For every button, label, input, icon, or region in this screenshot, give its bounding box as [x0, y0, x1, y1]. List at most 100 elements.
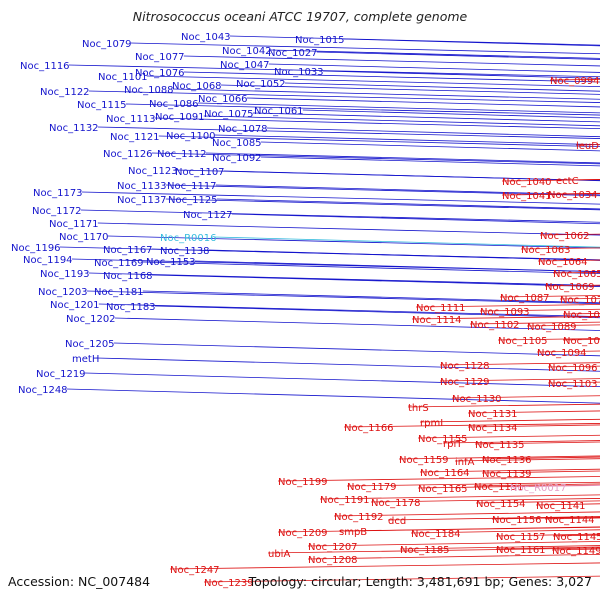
forward-gene-label[interactable]: Noc_1127	[183, 210, 233, 221]
forward-gene-label[interactable]: Noc_1047	[220, 60, 270, 71]
reverse-gene-label[interactable]: Noc_1062	[540, 231, 590, 242]
reverse-gene-label[interactable]: rpmI	[420, 418, 443, 429]
reverse-gene-label[interactable]: Noc_1090	[563, 336, 600, 347]
forward-gene-label[interactable]: Noc_1042	[222, 46, 272, 57]
reverse-gene-label[interactable]: leuD	[576, 141, 599, 152]
reverse-gene-label[interactable]: Noc_1040	[502, 177, 552, 188]
reverse-gene-label[interactable]: dcd	[388, 516, 406, 527]
forward-gene-label[interactable]: Noc_1194	[23, 255, 73, 266]
forward-gene-label[interactable]: Noc_1248	[18, 385, 68, 396]
reverse-gene-label[interactable]: Noc_1178	[371, 498, 421, 509]
forward-gene-label[interactable]: Noc_1172	[32, 206, 82, 217]
reverse-gene-label[interactable]: Noc_1208	[308, 555, 358, 566]
forward-gene-label[interactable]: Noc_1170	[59, 232, 109, 243]
forward-gene-label[interactable]: Noc_1101	[98, 72, 148, 83]
reverse-gene-label[interactable]: thrS	[408, 403, 429, 414]
reverse-gene-label[interactable]: Noc_1041	[502, 191, 552, 202]
reverse-gene-label[interactable]: Noc_1207	[308, 542, 358, 553]
reverse-gene-label[interactable]: Noc_1093	[480, 307, 530, 318]
reverse-gene-label[interactable]: Noc_1135	[475, 440, 525, 451]
reverse-gene-label[interactable]: Noc_1247	[170, 565, 220, 576]
reverse-gene-label[interactable]: Noc_1065	[553, 269, 600, 280]
forward-gene-label[interactable]: Noc_1086	[149, 99, 199, 110]
reverse-gene-label[interactable]: Noc_1094	[537, 348, 587, 359]
forward-gene-label[interactable]: Noc_1061	[254, 106, 304, 117]
reverse-gene-label[interactable]: Noc_1089	[527, 322, 577, 333]
forward-gene-label[interactable]: Noc_R0016	[160, 233, 217, 244]
forward-gene-label[interactable]: Noc_1203	[38, 287, 88, 298]
reverse-gene-label[interactable]: rplT	[443, 439, 463, 450]
reverse-gene-label[interactable]: Noc_1139	[482, 469, 532, 480]
forward-gene-label[interactable]: Noc_1173	[33, 188, 83, 199]
forward-gene-label[interactable]: Noc_1123	[128, 166, 178, 177]
forward-gene-label[interactable]: Noc_1202	[66, 314, 116, 325]
forward-gene-label[interactable]: Noc_1066	[198, 94, 248, 105]
reverse-gene-label[interactable]: infA	[455, 457, 475, 468]
reverse-gene-label[interactable]: Noc_1209	[278, 528, 328, 539]
reverse-gene-label[interactable]: Noc_1151	[474, 482, 524, 493]
forward-gene-label[interactable]: Noc_1126	[103, 149, 153, 160]
reverse-gene-label[interactable]: Noc_1154	[476, 499, 526, 510]
forward-gene-label[interactable]: Noc_1132	[49, 123, 99, 134]
forward-gene-label[interactable]: Noc_1116	[20, 61, 70, 72]
reverse-gene-label[interactable]: Noc_1185	[400, 545, 450, 556]
reverse-gene-label[interactable]: Noc_1166	[344, 423, 394, 434]
reverse-gene-label[interactable]: Noc_1087	[500, 293, 550, 304]
reverse-gene-label[interactable]: Noc_1179	[347, 482, 397, 493]
reverse-gene-label[interactable]: Noc_1141	[536, 501, 586, 512]
reverse-gene-label[interactable]: Noc_1074	[560, 295, 600, 306]
forward-gene-label[interactable]: Noc_1153	[146, 257, 196, 268]
reverse-gene-label[interactable]: ectC	[556, 176, 579, 187]
forward-gene-label[interactable]: Noc_1196	[11, 243, 61, 254]
forward-gene-label[interactable]: Noc_1133	[117, 181, 167, 192]
reverse-gene-label[interactable]: Noc_1165	[418, 484, 468, 495]
forward-gene-label[interactable]: Noc_1078	[218, 124, 268, 135]
forward-gene-label[interactable]: Noc_1169	[94, 258, 144, 269]
reverse-gene-label[interactable]: Noc_1157	[496, 532, 546, 543]
forward-gene-label[interactable]: Noc_1115	[77, 100, 127, 111]
reverse-gene-label[interactable]: Noc_1191	[320, 495, 370, 506]
reverse-gene-label[interactable]: Noc_1096	[548, 363, 598, 374]
forward-gene-label[interactable]: Noc_1113	[106, 114, 156, 125]
reverse-gene-label[interactable]: Noc_1128	[440, 361, 490, 372]
forward-gene-label[interactable]: Noc_1138	[160, 246, 210, 257]
forward-gene-label[interactable]: Noc_1168	[103, 271, 153, 282]
reverse-gene-label[interactable]: Noc_1156	[492, 515, 542, 526]
forward-gene-label[interactable]: Noc_1183	[106, 302, 156, 313]
reverse-gene-label[interactable]: Noc_1199	[278, 477, 328, 488]
forward-gene-label[interactable]: Noc_1193	[40, 269, 90, 280]
reverse-gene-label[interactable]: Noc_1164	[420, 468, 470, 479]
reverse-gene-label[interactable]: Noc_0994	[550, 76, 600, 87]
forward-gene-label[interactable]: Noc_1167	[103, 245, 153, 256]
reverse-gene-label[interactable]: Noc_1034	[548, 190, 598, 201]
reverse-gene-label[interactable]: ubiA	[268, 549, 290, 560]
forward-gene-label[interactable]: Noc_1076	[135, 68, 185, 79]
reverse-gene-label[interactable]: Noc_1159	[399, 455, 449, 466]
reverse-gene-label[interactable]: Noc_1080	[563, 310, 600, 321]
forward-gene-label[interactable]: Noc_1122	[40, 87, 90, 98]
forward-gene-label[interactable]: Noc_1121	[110, 132, 160, 143]
forward-gene-label[interactable]: Noc_1075	[204, 109, 254, 120]
reverse-gene-label[interactable]: Noc_1145	[553, 532, 600, 543]
reverse-gene-label[interactable]: Noc_1155	[418, 434, 468, 445]
forward-gene-label[interactable]: Noc_1033	[274, 67, 324, 78]
forward-gene-label[interactable]: Noc_1100	[166, 131, 216, 142]
reverse-gene-label[interactable]: Noc_1063	[521, 245, 571, 256]
forward-gene-label[interactable]: Noc_1107	[175, 167, 225, 178]
reverse-gene-label[interactable]: Noc_1136	[482, 455, 532, 466]
reverse-gene-label[interactable]: Noc_1114	[412, 315, 462, 326]
forward-gene-label[interactable]: Noc_1085	[212, 138, 262, 149]
reverse-gene-label[interactable]: Noc_1144	[545, 515, 595, 526]
reverse-gene-label[interactable]: Noc_1161	[496, 545, 546, 556]
reverse-gene-label[interactable]: Noc_1184	[411, 529, 461, 540]
forward-gene-label[interactable]: Noc_1088	[124, 85, 174, 96]
reverse-gene-label[interactable]: Noc_1102	[470, 320, 520, 331]
reverse-gene-label[interactable]: Noc_1239	[204, 578, 254, 589]
reverse-gene-label[interactable]: Noc_R0017	[510, 483, 567, 494]
reverse-gene-label[interactable]: Noc_1130	[452, 394, 502, 405]
reverse-gene-label[interactable]: Noc_1069	[545, 282, 595, 293]
reverse-gene-label[interactable]: Noc_1192	[334, 512, 384, 523]
forward-gene-label[interactable]: metH	[72, 354, 99, 365]
reverse-gene-label[interactable]: Noc_1064	[538, 257, 588, 268]
forward-gene-label[interactable]: Noc_1092	[212, 153, 262, 164]
